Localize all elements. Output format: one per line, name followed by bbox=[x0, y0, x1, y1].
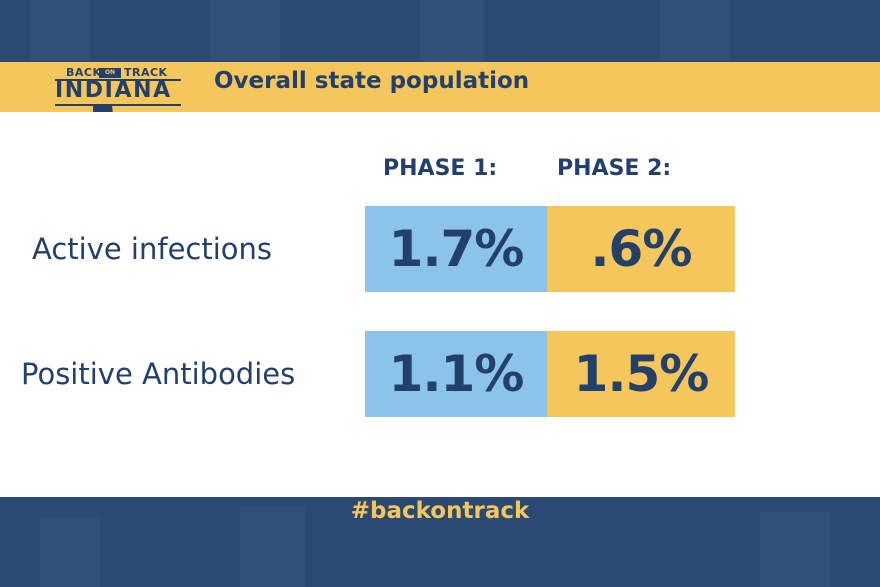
background-state-shape bbox=[240, 507, 305, 587]
column-header-phase-2: PHASE 2: bbox=[557, 156, 672, 181]
value-cell-phase-1: 1.7% bbox=[365, 206, 547, 292]
value-cell-phase-2: .6% bbox=[547, 206, 735, 292]
logo-rule bbox=[55, 104, 181, 106]
content-panel bbox=[0, 112, 880, 497]
background-state-shape bbox=[660, 0, 730, 60]
background-state-shape bbox=[420, 0, 485, 62]
logo-indiana-text: INDIANA bbox=[55, 78, 172, 103]
logo-back-text: BACK bbox=[66, 66, 102, 79]
value-cell-phase-2: 1.5% bbox=[547, 331, 735, 417]
hashtag-text: #backontrack bbox=[350, 498, 530, 524]
background-state-shape bbox=[760, 512, 830, 587]
top-background-band bbox=[0, 0, 880, 62]
column-header-phase-1: PHASE 1: bbox=[383, 156, 498, 181]
row-label-positive-antibodies: Positive Antibodies bbox=[21, 357, 296, 391]
background-state-shape bbox=[40, 517, 100, 587]
logo-track-text: TRACK bbox=[124, 66, 168, 79]
background-state-shape bbox=[30, 0, 90, 60]
page-title: Overall state population bbox=[214, 68, 530, 94]
background-state-shape bbox=[210, 0, 280, 60]
logo-rule bbox=[55, 79, 181, 81]
value-cell-phase-1: 1.1% bbox=[365, 331, 547, 417]
bottom-background-band bbox=[0, 497, 880, 587]
row-label-active-infections: Active infections bbox=[32, 232, 273, 266]
title-bar bbox=[0, 62, 880, 112]
back-on-track-indiana-logo: BACK ON TRACK INDIANA bbox=[50, 64, 185, 126]
logo-on-text: ON bbox=[99, 68, 121, 78]
